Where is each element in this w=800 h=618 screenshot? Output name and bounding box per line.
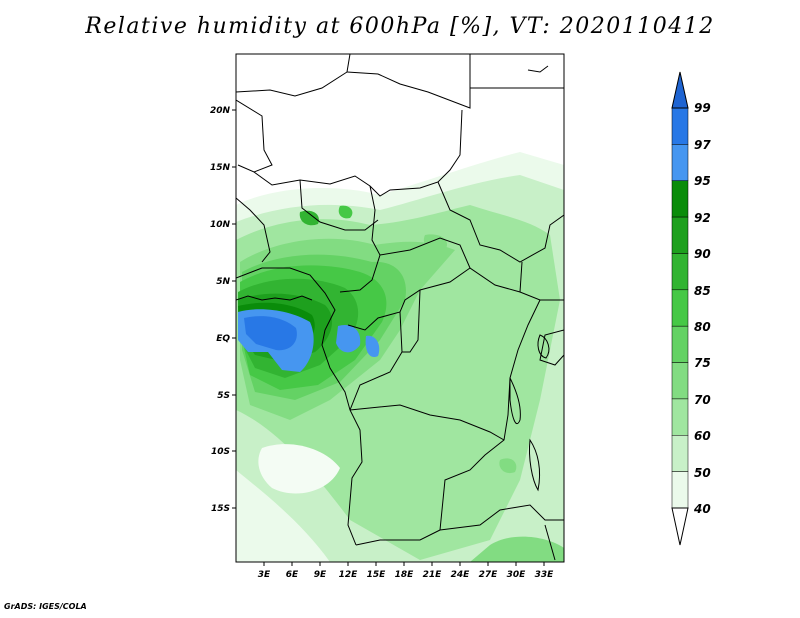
map-title: Relative humidity at 600hPa [%], VT: 202… <box>85 14 715 39</box>
lat-label-15n: 15N <box>210 163 231 173</box>
colorbar-label-90: 90 <box>694 247 711 261</box>
colorbar-cell <box>671 144 689 181</box>
colorbar-cell <box>671 398 689 436</box>
lon-label-18e: 18E <box>395 570 415 580</box>
colorbar-cell <box>671 471 689 509</box>
colorbar-label-85: 85 <box>694 284 711 298</box>
colorbar-cell <box>671 253 689 291</box>
lat-label-10n: 10N <box>210 220 231 230</box>
lon-label-33e: 33E <box>535 570 555 580</box>
lon-label-15e: 15E <box>367 570 387 580</box>
colorbar-label-70: 70 <box>694 393 711 407</box>
colorbar-label-60: 60 <box>694 429 711 443</box>
lon-label-9e: 9E <box>314 570 327 580</box>
colorbar-bottom-arrow <box>671 507 689 546</box>
latitude-axis: 20N 15N 10N 5N EQ 5S 10S 15S <box>210 106 236 514</box>
longitude-axis: 3E 6E 9E 12E 15E 18E 21E 24E 27E 30E 33E <box>258 562 554 580</box>
lat-label-10s: 10S <box>211 447 230 457</box>
colorbar-cell <box>671 435 689 472</box>
colorbar-cell <box>671 107 689 145</box>
colorbar-label-40: 40 <box>693 502 711 516</box>
lon-label-24e: 24E <box>451 570 471 580</box>
lon-label-12e: 12E <box>339 570 359 580</box>
colorbar-cell <box>671 289 689 327</box>
colorbar-label-50: 50 <box>694 466 711 480</box>
lon-label-21e: 21E <box>423 570 443 580</box>
humidity-field <box>236 54 564 562</box>
grads-credit: GrADS: IGES/COLA <box>4 602 87 611</box>
colorbar-cell <box>671 325 689 363</box>
lat-label-5n: 5N <box>216 277 230 287</box>
lat-label-20n: 20N <box>210 106 231 116</box>
colorbar: 99 97 95 92 90 85 80 75 70 60 50 40 <box>671 71 711 546</box>
lon-label-6e: 6E <box>286 570 299 580</box>
lat-label-eq: EQ <box>216 334 230 344</box>
colorbar-cell <box>671 180 689 218</box>
lat-label-5s: 5S <box>217 391 230 401</box>
colorbar-label-99: 99 <box>694 101 711 115</box>
colorbar-label-95: 95 <box>694 174 711 188</box>
colorbar-label-80: 80 <box>694 320 711 334</box>
colorbar-cells <box>671 107 689 509</box>
colorbar-label-97: 97 <box>694 138 711 152</box>
colorbar-label-92: 92 <box>694 211 711 225</box>
country-borders <box>236 54 564 561</box>
lon-label-30e: 30E <box>507 570 527 580</box>
colorbar-cell <box>671 216 689 254</box>
lat-label-15s: 15S <box>211 504 230 514</box>
lon-label-27e: 27E <box>479 570 499 580</box>
map-frame <box>235 53 565 563</box>
colorbar-cell <box>671 362 689 400</box>
lon-label-3e: 3E <box>258 570 271 580</box>
colorbar-top-arrow <box>671 71 689 109</box>
colorbar-label-75: 75 <box>694 356 711 370</box>
